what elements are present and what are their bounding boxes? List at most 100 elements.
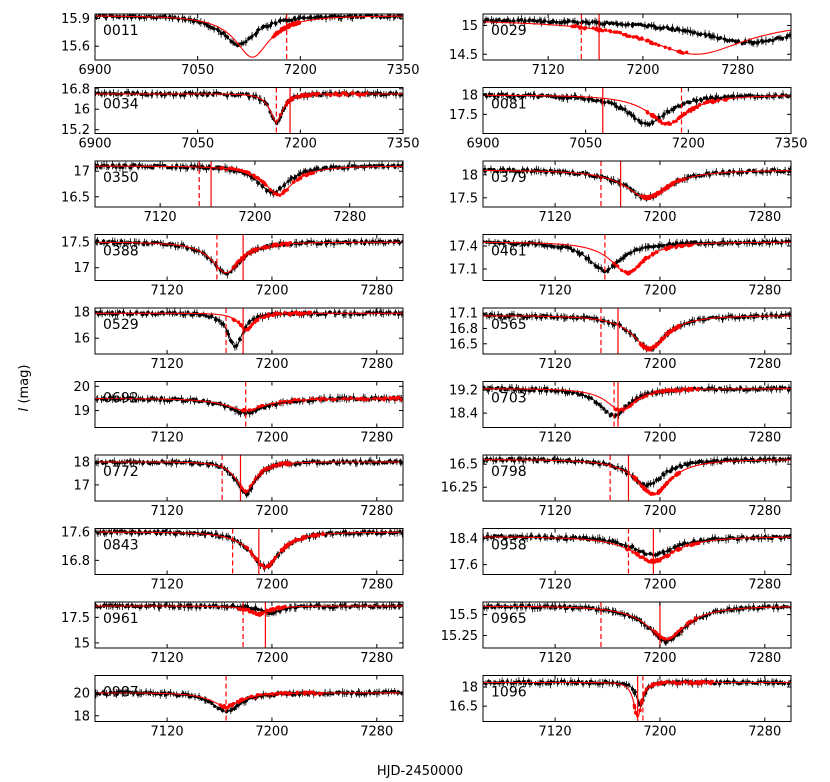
data-point-black — [247, 319, 252, 324]
x-tick-label: 7280 — [748, 431, 781, 446]
model-curve-red — [95, 165, 403, 195]
x-tick-label: 7200 — [284, 63, 317, 78]
panel-label: 0461 — [491, 244, 527, 260]
panel-frame — [94, 381, 404, 428]
y-tick-label: 17.1 — [449, 307, 478, 322]
y-tick-label: 18.4 — [449, 407, 478, 422]
x-tick-label: 7120 — [539, 284, 572, 299]
y-tick-label: 16 — [73, 103, 90, 118]
model-curve-red — [483, 94, 791, 125]
x-tick-label: 7280 — [721, 63, 754, 78]
x-tick-label: 7200 — [643, 357, 676, 372]
panel-frame — [94, 13, 404, 61]
x-tick-label: 7280 — [360, 431, 393, 446]
panel-0703: 7120 7200 7280 18.4 19.2 0703 — [449, 381, 792, 446]
x-tick-label: 7050 — [181, 63, 214, 78]
panel-label: 0692 — [103, 391, 139, 407]
y-tick-label: 15.2 — [61, 123, 90, 138]
panel-frame — [94, 234, 404, 281]
y-tick-label: 15 — [461, 19, 478, 34]
y-tick-label: 16.5 — [61, 190, 90, 205]
x-tick-label: 7120 — [539, 210, 572, 225]
x-tick-label: 7350 — [774, 137, 807, 152]
y-tick-label: 17.5 — [61, 236, 90, 251]
model-curve-red — [95, 93, 403, 123]
panel-0388: 7120 7200 7280 17 17.5 0388 — [61, 234, 404, 299]
y-tick-label: 19.2 — [449, 384, 478, 399]
x-tick-label: 7050 — [569, 137, 602, 152]
y-tick-label: 15.6 — [61, 40, 90, 55]
x-tick-label: 7200 — [255, 357, 288, 372]
x-tick-label: 7120 — [539, 431, 572, 446]
panel-label: 0772 — [103, 464, 139, 480]
panel-frame — [94, 307, 404, 355]
panel-label: 0565 — [491, 317, 527, 333]
data-point-black — [532, 389, 536, 393]
panel-label: 0011 — [103, 23, 139, 39]
panel-0034: 6900 7050 7200 7350 15.2 16 16.8 0034 — [61, 82, 420, 151]
panel-label: 0081 — [491, 97, 527, 113]
model-curve-red — [95, 15, 403, 58]
x-tick-label: 7200 — [643, 284, 676, 299]
panel-0461: 7120 7200 7280 17.1 17.4 0461 — [449, 234, 792, 299]
data-point-black — [508, 95, 512, 99]
x-tick-label: 7280 — [360, 284, 393, 299]
model-curve-black — [95, 165, 403, 194]
x-tick-label: 7120 — [144, 210, 177, 225]
x-tick-label: 6900 — [78, 137, 111, 152]
panel-frame — [482, 13, 792, 61]
panel-frame — [482, 234, 792, 281]
panel-label: 0529 — [103, 317, 139, 333]
model-curve-black — [95, 241, 403, 275]
x-tick-label: 7200 — [643, 210, 676, 225]
x-tick-label: 7200 — [238, 210, 271, 225]
x-tick-label: 7280 — [333, 210, 366, 225]
data-point-black — [532, 19, 536, 23]
x-tick-label: 7350 — [386, 63, 419, 78]
y-tick-label: 17.5 — [449, 191, 478, 206]
x-tick-label: 7200 — [255, 431, 288, 446]
x-tick-label: 7200 — [284, 137, 317, 152]
model-curve-red — [95, 241, 403, 274]
model-curve-black — [483, 315, 791, 350]
y-tick-label: 18 — [73, 455, 90, 470]
y-tick-label: 18 — [461, 89, 478, 104]
y-tick-label: 17 — [73, 478, 90, 493]
panel-frame — [482, 160, 792, 208]
panel-frame — [482, 381, 792, 428]
x-tick-label: 7120 — [151, 504, 184, 519]
y-tick-label: 16.5 — [449, 337, 478, 352]
x-tick-label: 7120 — [151, 431, 184, 446]
x-tick-label: 7280 — [360, 504, 393, 519]
x-tick-label: 7120 — [539, 357, 572, 372]
y-tick-label: 17 — [73, 261, 90, 276]
x-tick-label: 7050 — [181, 137, 214, 152]
y-tick-label: 14.5 — [449, 48, 478, 63]
x-tick-label: 6900 — [466, 137, 499, 152]
panel-label: 0029 — [491, 23, 527, 39]
data-point-black — [158, 398, 162, 403]
panel-0350: 7120 7200 7280 16.5 17 0350 — [61, 160, 404, 225]
model-curve-red — [95, 461, 403, 493]
y-tick-label: 18 — [73, 305, 90, 320]
panel-label: 0350 — [103, 170, 139, 186]
model-curve-red — [95, 312, 403, 331]
data-point-black — [561, 96, 566, 100]
model-curve-red — [483, 388, 791, 411]
panel-frame — [94, 160, 404, 208]
x-tick-label: 7200 — [255, 284, 288, 299]
panel-0529: 7120 7200 7280 16 18 0529 — [73, 305, 404, 372]
y-tick-label: 16.8 — [61, 82, 90, 97]
y-tick-label: 16 — [73, 332, 90, 347]
data-point-black — [512, 95, 516, 99]
panel-0565: 7120 7200 7280 16.516.817.1 0565 — [449, 307, 792, 372]
x-tick-label: 6900 — [78, 63, 111, 78]
x-tick-label: 7280 — [360, 357, 393, 372]
panel-0081: 6900 7050 7200 7350 17.5 18 0081 — [449, 87, 808, 152]
panel-0379: 7120 7200 7280 17.5 18 0379 — [449, 160, 792, 225]
panel-frame — [482, 87, 792, 134]
model-curve-red — [483, 315, 791, 350]
model-curve-black — [483, 94, 791, 125]
